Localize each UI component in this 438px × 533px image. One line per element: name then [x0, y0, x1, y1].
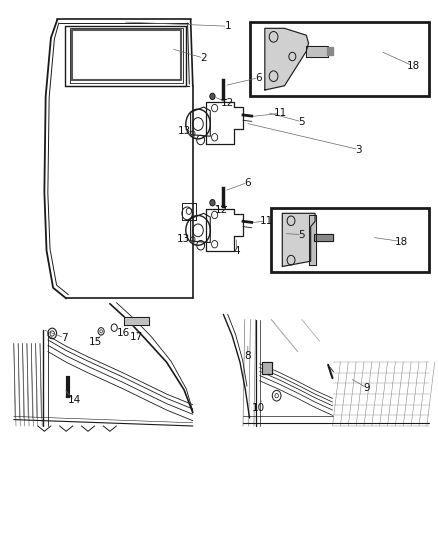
Text: 7: 7 — [61, 333, 67, 343]
Polygon shape — [327, 47, 332, 55]
Text: 3: 3 — [355, 144, 362, 155]
Text: 10: 10 — [252, 403, 265, 413]
Text: 16: 16 — [117, 328, 130, 338]
Text: 13: 13 — [177, 234, 190, 244]
Polygon shape — [309, 215, 316, 265]
Polygon shape — [306, 46, 328, 56]
Text: 11: 11 — [260, 216, 273, 226]
Text: 14: 14 — [67, 395, 81, 406]
Bar — [272, 208, 428, 272]
Text: 13: 13 — [177, 126, 191, 136]
Text: 15: 15 — [89, 337, 102, 347]
Text: 12: 12 — [215, 205, 228, 215]
Circle shape — [210, 199, 215, 206]
Text: 4: 4 — [233, 246, 240, 255]
Text: 5: 5 — [299, 230, 305, 240]
Text: 6: 6 — [255, 73, 261, 83]
Text: 12: 12 — [221, 98, 234, 108]
Circle shape — [210, 93, 215, 100]
Text: 5: 5 — [299, 117, 305, 127]
Text: 2: 2 — [201, 53, 207, 63]
Text: 17: 17 — [129, 332, 143, 342]
Polygon shape — [314, 233, 332, 241]
Text: 11: 11 — [273, 108, 287, 118]
Text: 9: 9 — [363, 383, 370, 393]
Text: 18: 18 — [395, 237, 408, 247]
Polygon shape — [265, 28, 308, 90]
Text: 6: 6 — [244, 177, 251, 188]
Polygon shape — [283, 213, 315, 266]
Polygon shape — [262, 362, 272, 374]
Bar — [250, 22, 428, 96]
Text: 1: 1 — [224, 21, 231, 31]
Text: 18: 18 — [406, 61, 420, 71]
Polygon shape — [124, 317, 149, 325]
Text: 8: 8 — [244, 351, 251, 361]
